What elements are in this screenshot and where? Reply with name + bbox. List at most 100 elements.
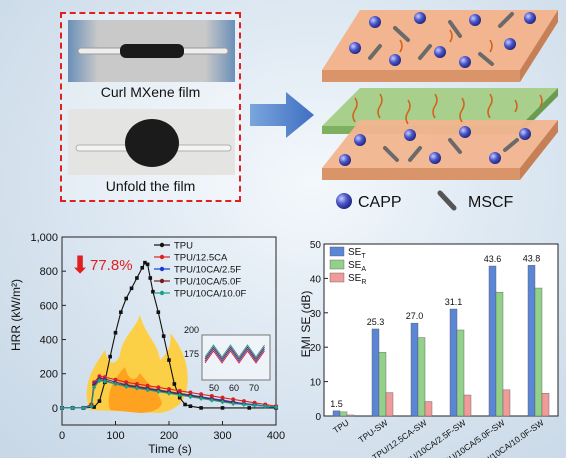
hrr-legend-label: TPU/10CA/5.0F xyxy=(174,277,241,288)
hrr-inset-ytick-label: 200 xyxy=(184,325,199,335)
hrr-xtick-label: 0 xyxy=(59,430,65,442)
emi-bar xyxy=(417,337,426,417)
emi-bar xyxy=(541,393,550,417)
hrr-ytick-label: 1,000 xyxy=(30,232,58,244)
hrr-legend-marker xyxy=(159,254,165,260)
hrr-point xyxy=(220,406,225,410)
hrr-point xyxy=(241,402,247,407)
hrr-inset-line xyxy=(204,348,265,362)
emi-bar xyxy=(495,291,504,417)
hrr-arrow-icon: ⬇ xyxy=(70,252,90,279)
hrr-point xyxy=(209,397,214,403)
hrr-point xyxy=(59,405,65,411)
hrr-chart: 0 200 400 600 800 1,000 0 100 200 300 400 TPUTPU/12… xyxy=(9,232,285,456)
hrr-inset: 50 60 70 175 200 xyxy=(184,325,271,393)
hrr-point xyxy=(247,406,252,410)
hrr-point xyxy=(91,385,97,390)
hrr-xtick-label: 100 xyxy=(106,430,124,442)
emi-data-label: 31.1 xyxy=(445,297,463,307)
hrr-legend-label: TPU/12.5CA xyxy=(174,253,228,264)
hrr-legend-marker xyxy=(159,242,165,248)
hrr-ytick-label: 600 xyxy=(40,300,58,312)
emi-legend-swatch xyxy=(329,272,345,283)
hrr-point xyxy=(108,354,112,359)
emi-legend-label: SER xyxy=(348,273,366,286)
hrr-point xyxy=(148,276,153,280)
hrr-point xyxy=(145,387,150,393)
hrr-inset-ytick-label: 175 xyxy=(184,349,199,359)
curl-film-photo xyxy=(68,20,235,82)
emi-bar xyxy=(410,322,419,417)
hrr-inset-line xyxy=(204,350,265,364)
hrr-point xyxy=(156,385,161,390)
emi-bar xyxy=(527,265,536,417)
emi-bar xyxy=(449,308,458,417)
hrr-point xyxy=(188,404,193,408)
hrr-point xyxy=(113,330,118,335)
emi-plot-area: 010203040501.5TPU25.3TPU-SW27.0TPU/12.5C… xyxy=(310,240,559,458)
hrr-point xyxy=(113,377,118,382)
hrr-inset-line xyxy=(204,344,265,358)
hrr-inset-xtick-label: 60 xyxy=(229,383,239,393)
emi-ytick-label: 40 xyxy=(310,274,322,285)
hrr-ytick-label: 200 xyxy=(40,369,58,381)
hrr-point xyxy=(252,402,257,408)
hrr-annotation: 77.8% xyxy=(90,257,133,274)
hrr-point xyxy=(231,401,236,407)
hrr-point xyxy=(183,402,187,407)
hrr-legend-label: TPU/10CA/10.0F xyxy=(174,289,247,300)
hrr-point xyxy=(220,399,225,405)
hrr-point xyxy=(124,384,129,389)
hrr-point xyxy=(177,392,182,398)
layer-schematic: CAPP MSCF xyxy=(322,10,558,211)
emi-ytick-label: 30 xyxy=(310,309,322,320)
photo-caption-top: Curl MXene film xyxy=(100,84,201,100)
emi-chart: 010203040501.5TPU25.3TPU-SW27.0TPU/12.5C… xyxy=(299,240,559,458)
hrr-point xyxy=(81,405,86,411)
hrr-point xyxy=(124,380,129,385)
hrr-point xyxy=(124,296,128,301)
hrr-legend-marker xyxy=(159,278,165,284)
hrr-point xyxy=(167,387,171,392)
hrr-plot-area: 0 200 400 600 800 1,000 0 100 200 300 400 TPUTPU/12… xyxy=(30,232,285,442)
photo-caption-bottom: Unfold the film xyxy=(105,178,196,194)
emi-legend-label: SEA xyxy=(348,260,366,273)
hrr-xlabel: Time (s) xyxy=(148,442,192,456)
hrr-point xyxy=(199,392,204,397)
emi-data-label: 27.0 xyxy=(406,311,424,321)
emi-ytick-label: 0 xyxy=(315,412,321,423)
hrr-inset-xtick-label: 70 xyxy=(249,383,259,393)
hrr-point xyxy=(220,395,225,400)
hrr-point xyxy=(199,406,203,410)
emi-bar xyxy=(346,414,355,417)
emi-bar xyxy=(339,411,348,417)
hrr-point xyxy=(177,388,182,393)
emi-ytick-label: 20 xyxy=(310,343,322,354)
hrr-point xyxy=(188,390,193,395)
hrr-point xyxy=(156,389,161,395)
emi-legend-swatch xyxy=(329,259,345,270)
flame-illustration xyxy=(86,315,188,413)
emi-category-label: TPU xyxy=(331,417,351,435)
hrr-legend-label: TPU/10CA/2.5F xyxy=(174,265,241,276)
hrr-ytick-label: 0 xyxy=(52,403,58,415)
emi-frame xyxy=(323,243,559,417)
hrr-point xyxy=(135,276,139,280)
hrr-point xyxy=(140,265,145,270)
legend-mscf: MSCF xyxy=(468,194,514,211)
emi-data-label: 25.3 xyxy=(367,317,385,327)
hrr-point xyxy=(119,310,123,314)
emi-bar xyxy=(463,394,472,417)
hrr-point xyxy=(172,382,177,386)
mscf-fibers xyxy=(368,12,519,162)
emi-legend-swatch xyxy=(329,246,345,257)
hrr-point xyxy=(145,383,150,388)
hrr-point xyxy=(145,262,150,267)
hrr-point xyxy=(143,260,147,265)
emi-bar xyxy=(502,389,511,417)
hrr-point xyxy=(97,378,102,383)
emi-data-label: 43.8 xyxy=(523,253,541,263)
emi-bar xyxy=(488,265,497,417)
hrr-legend-label: TPU xyxy=(174,241,193,252)
hrr-point xyxy=(177,395,182,400)
